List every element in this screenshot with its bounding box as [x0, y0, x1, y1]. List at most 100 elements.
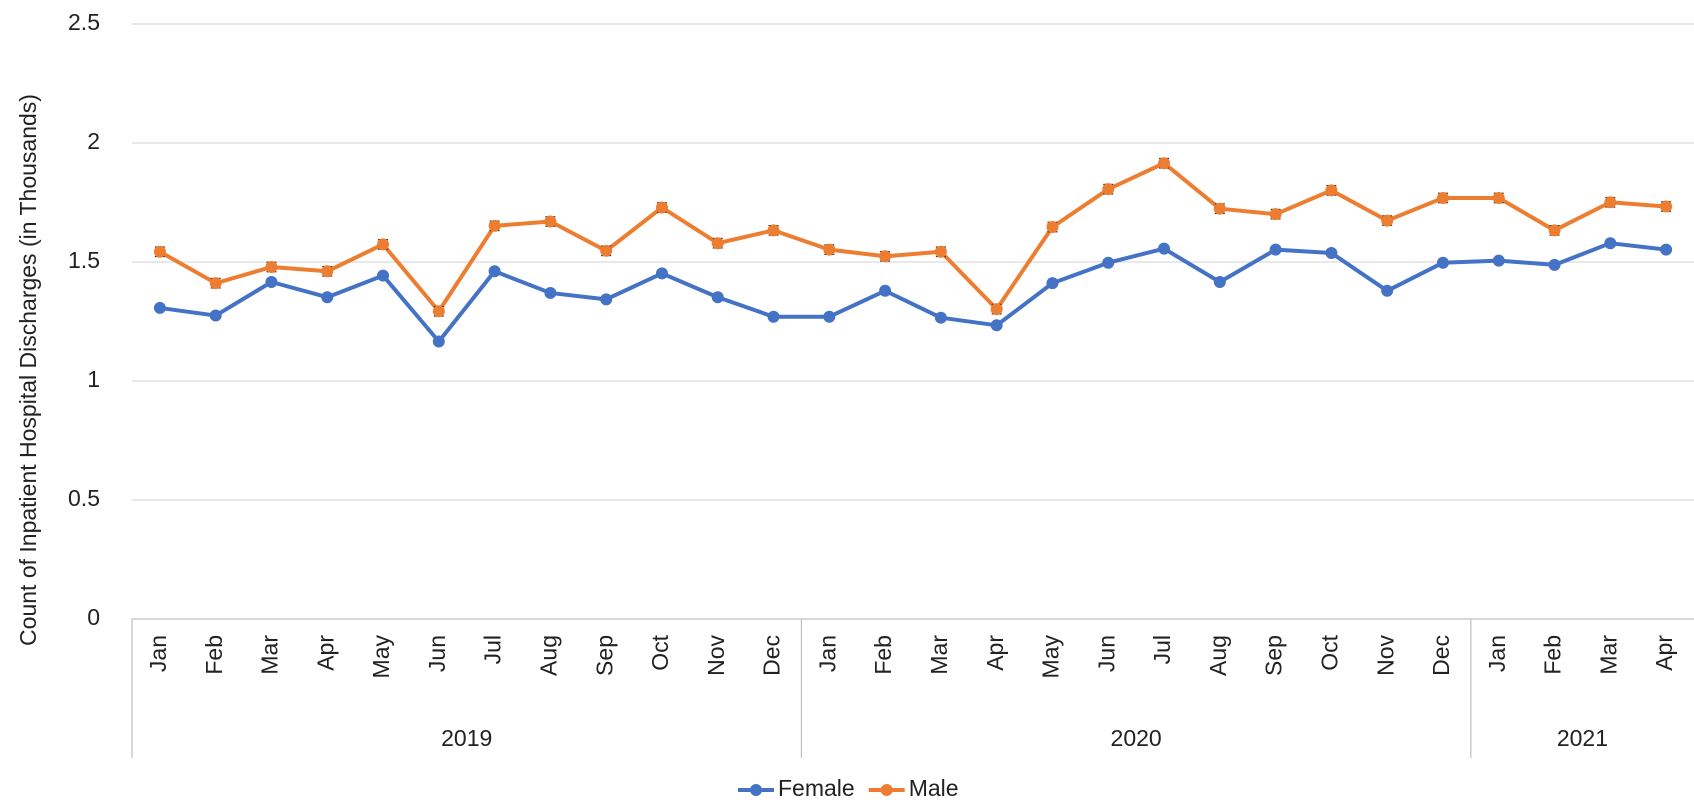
legend-label: Male — [909, 775, 959, 801]
point — [1325, 246, 1338, 259]
x-tick-label: Dec — [759, 635, 785, 676]
point — [153, 301, 166, 314]
point — [1269, 208, 1282, 221]
y-axis-title: Count of Inpatient Hospital Discharges (… — [15, 94, 41, 646]
point — [321, 291, 334, 304]
point — [544, 215, 557, 228]
point — [600, 293, 613, 306]
point — [711, 291, 724, 304]
x-tick-label: Apr — [312, 635, 338, 671]
x-tick-label: Mar — [926, 635, 952, 675]
point — [1046, 221, 1059, 234]
y-tick-label: 1 — [87, 366, 100, 392]
x-tick-label: Jul — [1149, 635, 1175, 664]
point — [711, 237, 724, 250]
point — [1158, 157, 1171, 170]
point — [1492, 254, 1505, 267]
point — [1604, 196, 1617, 209]
year-label: 2021 — [1557, 725, 1608, 751]
point — [1046, 277, 1059, 290]
point — [767, 310, 780, 323]
point — [767, 224, 780, 237]
x-tick-label: Feb — [201, 635, 227, 675]
year-label: 2019 — [441, 725, 492, 751]
point — [823, 243, 836, 256]
series-line — [159, 241, 1667, 344]
point — [1269, 243, 1282, 256]
point — [934, 245, 947, 258]
legend-marker — [750, 784, 762, 796]
x-tick-label: Aug — [535, 635, 561, 676]
point — [600, 244, 613, 257]
x-tick-label: Apr — [982, 635, 1008, 671]
point — [265, 275, 278, 288]
point — [879, 250, 892, 263]
x-tick-label: Jan — [814, 635, 840, 672]
point — [1102, 183, 1115, 196]
point — [990, 303, 1003, 316]
legend-marker — [880, 784, 893, 796]
y-tick-label: 1.5 — [68, 247, 100, 273]
y-tick-label: 2 — [87, 128, 100, 154]
point — [823, 310, 836, 323]
x-tick-label: Oct — [647, 634, 673, 670]
x-tick-label: Mar — [257, 635, 283, 675]
x-tick-label: Feb — [870, 635, 896, 675]
point — [377, 238, 390, 251]
x-tick-label: Oct — [1316, 634, 1342, 670]
point — [432, 335, 445, 348]
x-tick-label: Nov — [703, 635, 729, 676]
point — [1492, 191, 1505, 204]
point — [1325, 184, 1338, 197]
point — [1436, 256, 1449, 269]
x-tick-label: Apr — [1651, 635, 1677, 671]
x-tick-label: Mar — [1595, 635, 1621, 675]
series-line — [158, 161, 1667, 314]
point — [879, 284, 892, 297]
point — [1604, 237, 1617, 250]
point — [1381, 214, 1394, 227]
point — [1548, 224, 1561, 237]
point — [1548, 258, 1561, 271]
legend-label: Female — [778, 775, 855, 801]
point — [655, 267, 668, 280]
point — [265, 260, 278, 273]
point — [1381, 284, 1394, 297]
point — [432, 305, 445, 318]
point — [209, 309, 222, 322]
point — [321, 265, 334, 278]
x-tick-label: Feb — [1540, 635, 1566, 675]
point — [1158, 242, 1171, 255]
point — [377, 269, 390, 282]
x-tick-label: Nov — [1372, 635, 1398, 676]
point — [934, 311, 947, 324]
point — [1102, 256, 1115, 269]
point — [488, 219, 501, 232]
x-tick-label: Jan — [1484, 635, 1510, 672]
point — [209, 277, 222, 290]
x-tick-label: Jun — [1093, 635, 1119, 672]
point — [153, 245, 166, 258]
x-tick-label: Jul — [480, 635, 506, 664]
point — [544, 286, 557, 299]
point — [1660, 243, 1673, 256]
x-tick-label: May — [1038, 635, 1064, 679]
point — [990, 319, 1003, 332]
y-tick-label: 0 — [87, 604, 100, 630]
x-tick-label: May — [368, 635, 394, 679]
year-label: 2020 — [1111, 725, 1162, 751]
point — [655, 201, 668, 214]
x-tick-label: Jun — [424, 635, 450, 672]
point — [1213, 275, 1226, 288]
x-tick-label: Dec — [1428, 635, 1454, 676]
point — [1436, 191, 1449, 204]
x-tick-label: Sep — [1261, 635, 1287, 676]
point — [488, 265, 501, 278]
point — [1213, 202, 1226, 215]
y-tick-label: 0.5 — [68, 485, 100, 511]
y-tick-label: 2.5 — [68, 9, 100, 35]
point — [1660, 200, 1673, 213]
x-tick-label: Sep — [591, 635, 617, 676]
x-tick-label: Jan — [145, 635, 171, 672]
